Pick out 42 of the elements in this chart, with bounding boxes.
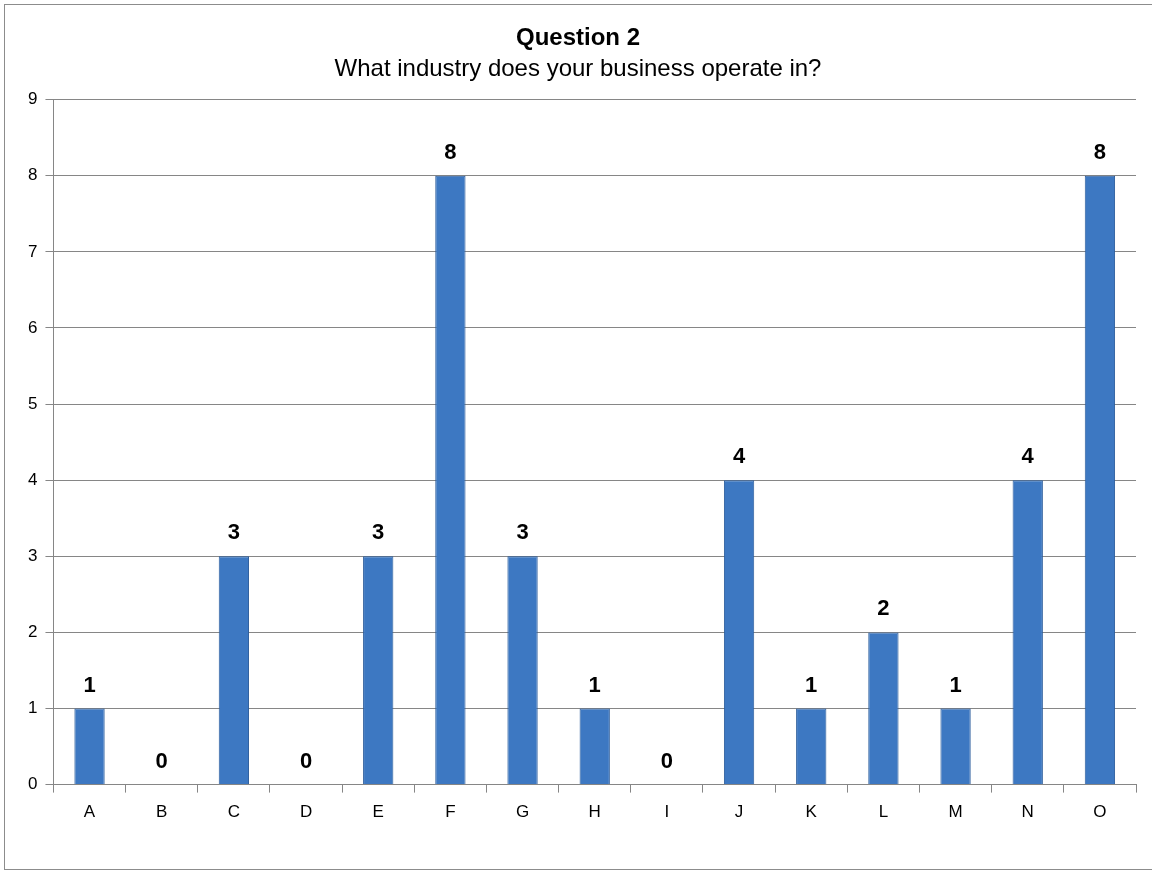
x-tick-label: G	[515, 802, 530, 822]
data-label: 4	[732, 443, 746, 469]
x-tick-label: E	[372, 802, 384, 822]
data-label: 3	[516, 519, 529, 545]
x-tick-label: H	[588, 802, 601, 822]
y-tick-label: 5	[27, 393, 38, 413]
x-tick-label: J	[734, 802, 744, 822]
data-label: 0	[660, 747, 674, 773]
x-tick-label: N	[1021, 802, 1034, 822]
y-tick-label: 1	[27, 698, 38, 718]
y-tick-label: 2	[27, 622, 38, 642]
x-tick-label: M	[948, 802, 963, 822]
data-label: 8	[444, 138, 457, 164]
x-tick-label: A	[83, 802, 96, 822]
chart-subtitle: What industry does your business operate in?	[334, 53, 822, 81]
x-tick-label: O	[1093, 802, 1107, 822]
data-label: 1	[588, 671, 601, 697]
data-label: 0	[299, 747, 313, 773]
data-label: 2	[877, 595, 890, 621]
y-tick-label: 3	[27, 545, 38, 565]
x-tick-label: I	[664, 802, 670, 822]
chart-title: Question 2	[515, 23, 641, 51]
x-tick-label: D	[299, 802, 313, 822]
data-label: 1	[805, 671, 818, 697]
x-tick-label: F	[445, 802, 456, 822]
y-tick-label: 6	[27, 317, 38, 337]
data-label: 8	[1093, 138, 1107, 164]
x-tick-label: C	[227, 802, 241, 822]
data-label: 0	[155, 747, 168, 773]
data-label: 3	[372, 519, 385, 545]
y-tick-label: 7	[27, 241, 38, 261]
x-tick-label: L	[878, 802, 889, 822]
y-tick-label: 0	[27, 774, 38, 794]
y-tick-label: 4	[27, 469, 38, 489]
data-label: 1	[83, 671, 96, 697]
y-tick-label: 9	[27, 89, 38, 109]
data-label: 1	[949, 671, 962, 697]
y-tick-label: 8	[27, 165, 38, 185]
x-tick-label: K	[805, 802, 818, 822]
data-label: 3	[227, 519, 240, 545]
data-label: 4	[1021, 443, 1035, 469]
x-tick-label: B	[156, 802, 168, 822]
